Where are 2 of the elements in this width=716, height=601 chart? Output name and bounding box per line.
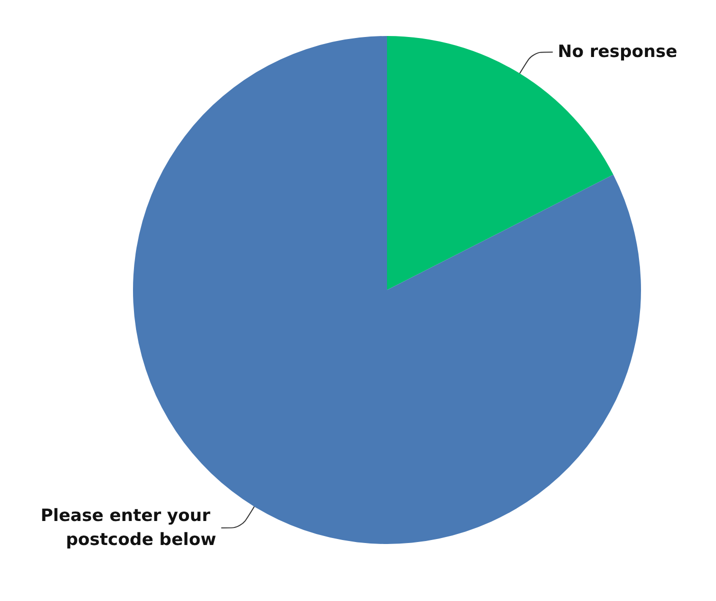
slice-label: Please enter your postcode below (40, 506, 217, 550)
slice-label: No response (558, 42, 678, 62)
